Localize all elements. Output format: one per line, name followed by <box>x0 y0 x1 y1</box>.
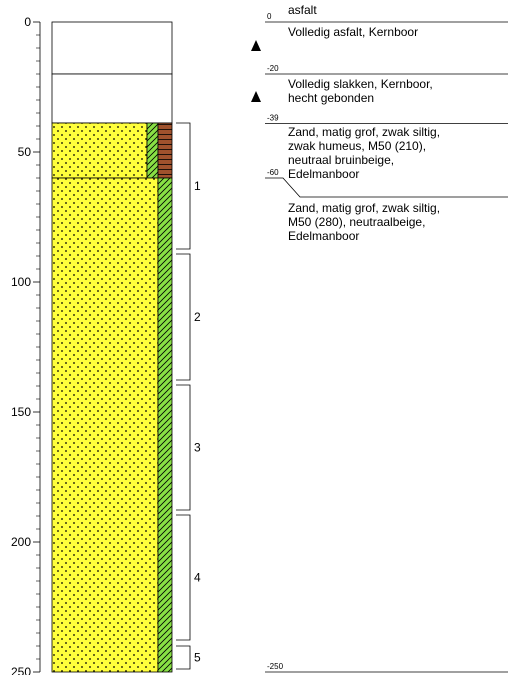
layer-description: Zand, matig grof, zwak siltig, <box>288 201 440 215</box>
layer-description: asfalt <box>288 3 317 17</box>
layer-description: Volledig asfalt, Kernboor <box>288 25 418 39</box>
tick-label: 50 <box>18 145 32 159</box>
layer-humus-strip <box>157 122 173 179</box>
sample-label: 5 <box>194 651 201 665</box>
tick-label: 100 <box>11 275 31 289</box>
sample-box <box>176 122 191 250</box>
sample-box <box>176 384 191 511</box>
layer-sand <box>51 177 159 673</box>
layer-slag <box>51 73 173 124</box>
sample-label: 2 <box>194 310 201 324</box>
layer-silt-strip <box>146 122 159 179</box>
layer-description: Volledig slakken, Kernboor, <box>288 77 433 91</box>
tick-label: 250 <box>11 665 31 675</box>
depth-label: -60 <box>267 168 279 177</box>
layer-description: Edelmanboor <box>288 229 359 243</box>
boundary-line <box>265 177 508 198</box>
layer-sand <box>51 122 148 179</box>
layer-silt-strip <box>157 177 173 673</box>
tick-label: 200 <box>11 535 31 549</box>
layer-description: neutraal bruinbeige, <box>288 153 394 167</box>
depth-label: -39 <box>267 113 279 122</box>
sample-label: 1 <box>194 179 201 193</box>
layer-description: zwak humeus, M50 (210), <box>288 139 426 153</box>
tick-label: 150 <box>11 405 31 419</box>
layer-description: Edelmanboor <box>288 167 359 181</box>
sample-marker <box>251 40 261 51</box>
depth-label: 0 <box>267 12 272 21</box>
depth-label: -20 <box>267 64 279 73</box>
sample-box <box>176 253 191 381</box>
sample-box <box>176 514 191 641</box>
soil-column <box>51 21 173 673</box>
depth-label: -250 <box>267 662 284 671</box>
sample-label: 3 <box>194 441 201 455</box>
sample-marker <box>251 91 261 102</box>
layer-description: Zand, matig grof, zwak siltig, <box>288 125 440 139</box>
layer-description: M50 (280), neutraalbeige, <box>288 215 425 229</box>
sample-label: 4 <box>194 571 201 585</box>
sample-box <box>176 645 191 670</box>
layer-description: hecht gebonden <box>288 91 374 105</box>
layer-asphalt <box>51 21 173 75</box>
tick-label: 0 <box>24 15 31 29</box>
